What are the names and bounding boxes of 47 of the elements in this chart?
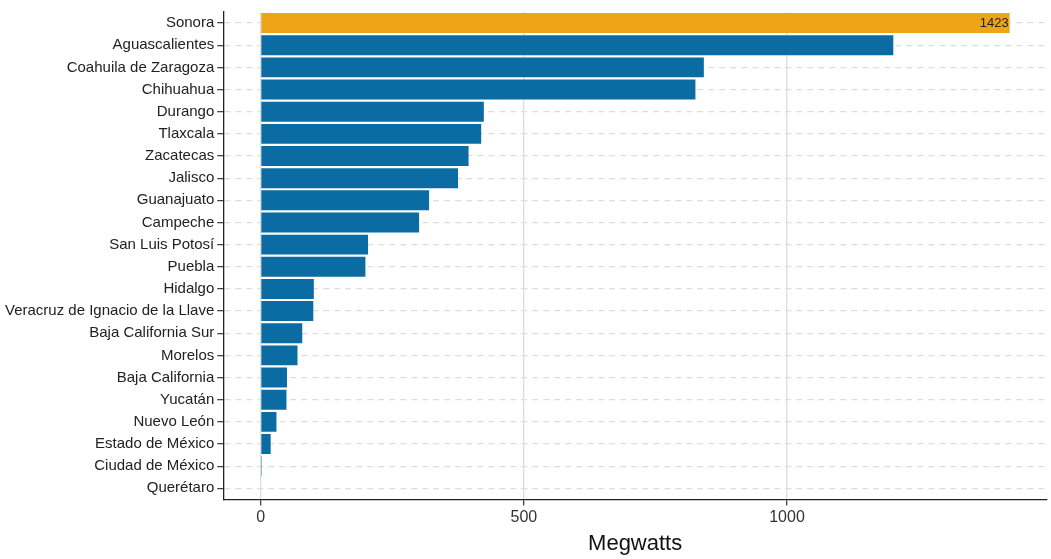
bar [261, 13, 1010, 34]
bar [261, 234, 369, 255]
y-tick-label: Zacatecas [145, 146, 215, 164]
x-tick-label: 500 [510, 508, 538, 526]
bar [261, 212, 420, 233]
y-tick-label: Puebla [167, 256, 215, 274]
y-tick-label: Durango [156, 101, 215, 119]
bar [261, 278, 314, 299]
x-tick-label: 0 [256, 508, 266, 526]
y-tick-label: Sonora [165, 13, 215, 31]
y-tick-label: Nuevo León [133, 412, 215, 429]
y-tick-label: Veracruz de Ignacio de la Llave [4, 301, 215, 319]
bar [261, 389, 287, 410]
bar [261, 168, 459, 189]
bar [261, 434, 271, 454]
bar [261, 367, 287, 388]
bar [261, 123, 482, 144]
bar [261, 345, 298, 366]
y-tick-label: Aguascalientes [112, 35, 215, 53]
data-label: 1423 [979, 14, 1009, 30]
bar [261, 301, 314, 322]
bar [261, 79, 696, 100]
y-tick-label: Tlaxcala [158, 123, 215, 141]
y-tick-label: Ciudad de México [94, 456, 215, 474]
bar [261, 411, 277, 432]
x-axis-title: Megwatts [588, 529, 683, 555]
y-tick-label: San Luis Potosí [109, 234, 216, 252]
bar [261, 190, 430, 211]
y-tick-label: Coahuila de Zaragoza [66, 57, 215, 75]
bar [261, 35, 894, 56]
y-tick-label: Estado de México [95, 434, 215, 452]
bar [261, 256, 366, 277]
bar [261, 57, 704, 78]
bar [261, 323, 303, 344]
y-tick-label: Yucatán [160, 389, 215, 407]
bar [261, 101, 484, 122]
y-tick-label: Baja California [116, 367, 215, 385]
bar [261, 146, 469, 166]
y-tick-label: Baja California Sur [89, 323, 215, 341]
y-tick-label: Guanajuato [136, 190, 215, 208]
y-tick-label: Jalisco [168, 168, 215, 186]
y-tick-label: Chihuahua [141, 79, 215, 97]
x-tick-label: 1000 [769, 508, 805, 526]
y-tick-label: Hidalgo [163, 279, 215, 297]
y-tick-label: Querétaro [146, 478, 215, 496]
y-tick-label: Morelos [160, 345, 215, 363]
y-tick-label: Campeche [141, 212, 215, 230]
